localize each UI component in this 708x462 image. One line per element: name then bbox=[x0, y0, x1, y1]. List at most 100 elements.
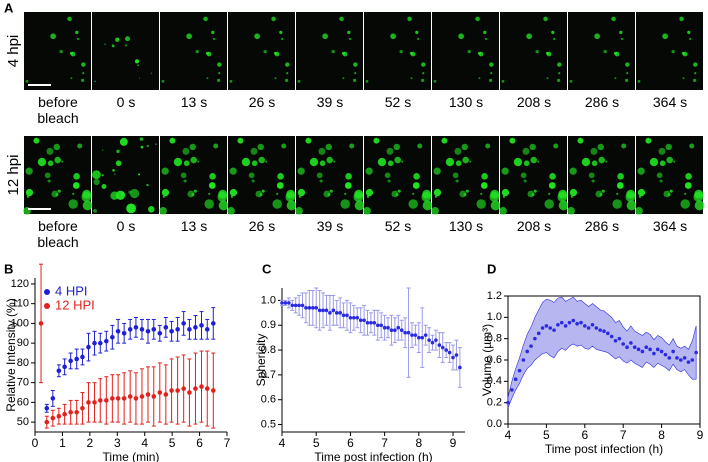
fluorescent-spot bbox=[319, 179, 323, 183]
fluorescent-spot bbox=[276, 192, 279, 195]
timepoint-label: 26 s bbox=[248, 94, 276, 110]
fluorescent-spot bbox=[101, 183, 107, 189]
fluorescent-spot bbox=[155, 143, 157, 145]
data-point bbox=[193, 325, 198, 330]
fluorescent-spot bbox=[480, 192, 483, 195]
data-point bbox=[321, 308, 325, 313]
data-point bbox=[536, 331, 541, 336]
fluorescent-spot bbox=[509, 137, 516, 144]
data-point bbox=[175, 327, 180, 332]
fluorescent-spot bbox=[441, 137, 448, 144]
fluorescent-spot bbox=[274, 77, 277, 80]
fluorescent-spot bbox=[475, 16, 480, 22]
fluorescent-spot bbox=[417, 143, 423, 149]
fluorescent-spot bbox=[533, 189, 537, 193]
timepoint-label: before bleach bbox=[37, 94, 79, 126]
data-point bbox=[283, 301, 288, 305]
fluorescent-spot bbox=[581, 157, 591, 167]
fluorescent-spot bbox=[211, 30, 215, 35]
fluorescent-spot bbox=[557, 78, 561, 83]
fluorescent-spot bbox=[569, 188, 578, 197]
fluorescent-spot bbox=[421, 62, 426, 67]
fluorescent-spot bbox=[76, 37, 80, 41]
fluorescent-spot bbox=[365, 79, 369, 83]
data-point bbox=[375, 323, 380, 328]
error-band bbox=[507, 296, 697, 409]
fluorescent-spot bbox=[522, 147, 530, 155]
data-point bbox=[544, 324, 549, 328]
data-point bbox=[139, 394, 145, 399]
fluorescent-spot bbox=[551, 30, 555, 35]
fluorescent-spot bbox=[520, 172, 527, 179]
micrograph bbox=[568, 12, 635, 90]
legend-marker bbox=[44, 303, 50, 309]
data-point bbox=[386, 325, 390, 330]
fluorescent-spot bbox=[134, 59, 140, 64]
timepoint-label: 286 s bbox=[584, 94, 620, 110]
data-point bbox=[151, 394, 157, 399]
legend-marker bbox=[44, 289, 50, 295]
fluorescent-spot bbox=[276, 182, 284, 189]
fluorescent-spot bbox=[523, 179, 527, 183]
fluorescent-spot bbox=[230, 195, 234, 198]
x-tick-label: 7 bbox=[224, 436, 231, 450]
fluorescent-spot bbox=[684, 182, 692, 189]
data-point bbox=[517, 368, 522, 373]
fluorescent-spot bbox=[309, 157, 319, 167]
fluorescent-spot bbox=[363, 207, 371, 215]
data-point bbox=[548, 326, 553, 330]
data-point bbox=[567, 320, 572, 325]
data-point bbox=[410, 333, 414, 337]
fluorescent-spot bbox=[280, 37, 284, 41]
data-point bbox=[56, 413, 62, 419]
fluorescent-spot bbox=[384, 172, 391, 179]
data-point bbox=[458, 365, 462, 370]
fluorescent-spot bbox=[688, 37, 692, 41]
data-point bbox=[437, 343, 442, 347]
fluorescent-spot bbox=[666, 156, 674, 164]
fluorescent-spot bbox=[594, 33, 600, 40]
data-point bbox=[447, 350, 452, 355]
data-point bbox=[74, 409, 79, 415]
fluorescent-spot bbox=[679, 16, 684, 22]
fluorescent-spot bbox=[68, 199, 78, 209]
x-axis-label: Time post infection (h) bbox=[545, 442, 663, 456]
fluorescent-spot bbox=[297, 188, 306, 197]
y-tick-label: 70 bbox=[17, 377, 29, 389]
fluorescent-spot bbox=[377, 157, 387, 167]
data-point bbox=[403, 330, 407, 335]
fluorescent-spot bbox=[548, 192, 551, 195]
fluorescent-spot bbox=[263, 49, 267, 54]
micrograph bbox=[160, 12, 227, 90]
fluorescent-spot bbox=[353, 78, 357, 83]
data-point bbox=[133, 325, 139, 330]
fluorescent-spot bbox=[277, 173, 284, 180]
fluorescent-spot bbox=[598, 156, 606, 164]
fluorescent-spot bbox=[218, 72, 221, 75]
data-point bbox=[399, 328, 404, 333]
fluorescent-spot bbox=[125, 36, 130, 42]
data-point bbox=[556, 323, 560, 327]
data-point bbox=[583, 324, 587, 328]
fluorescent-spot bbox=[146, 183, 149, 187]
micrograph bbox=[500, 12, 567, 90]
fluorescent-spot bbox=[195, 49, 199, 54]
data-point bbox=[521, 358, 526, 362]
y-tick-label: 1.2 bbox=[487, 290, 502, 302]
x-tick-label: 6 bbox=[196, 436, 203, 450]
y-tick-label: 1.0 bbox=[261, 294, 276, 306]
data-point bbox=[127, 327, 133, 332]
data-point bbox=[644, 345, 649, 350]
fluorescent-spot bbox=[353, 62, 358, 67]
micrograph bbox=[636, 12, 703, 90]
x-tick-label: 5 bbox=[169, 436, 176, 450]
fluorescent-spot bbox=[124, 44, 128, 47]
data-point bbox=[613, 339, 618, 343]
data-point bbox=[92, 400, 97, 405]
data-point bbox=[629, 341, 633, 345]
x-tick-label: 1 bbox=[59, 436, 66, 450]
row-label: 12 hpi bbox=[5, 155, 22, 196]
y-tick-label: 50 bbox=[17, 416, 29, 428]
data-point bbox=[396, 325, 401, 330]
fluorescent-spot bbox=[569, 167, 577, 175]
